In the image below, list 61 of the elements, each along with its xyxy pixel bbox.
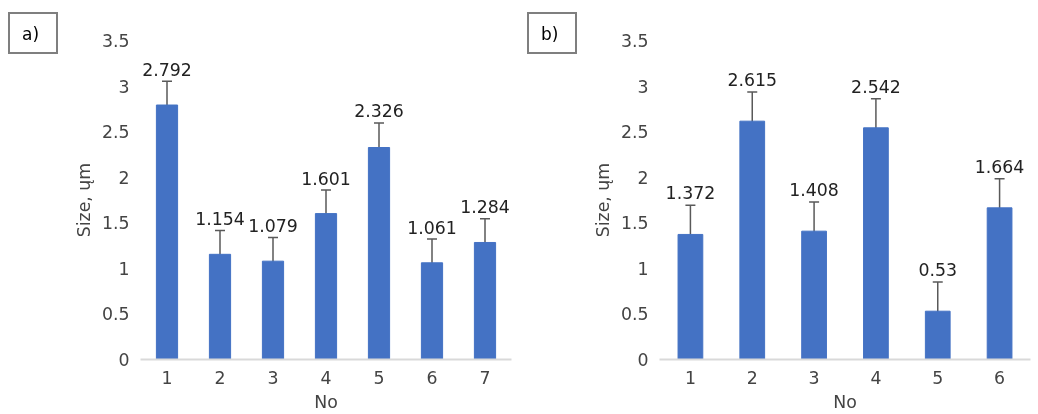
bar xyxy=(677,233,704,360)
x-axis-title: No xyxy=(833,391,857,412)
data-label: 2.615 xyxy=(727,69,778,90)
data-label: 0.53 xyxy=(918,259,958,280)
x-tick-label: 2 xyxy=(214,367,226,388)
data-label: 1.664 xyxy=(974,156,1025,177)
y-tick-label: 3 xyxy=(637,76,649,97)
y-tick-label: 0 xyxy=(118,350,130,370)
bar xyxy=(986,207,1013,360)
bar xyxy=(739,120,766,360)
x-tick-label: 7 xyxy=(479,367,491,388)
y-tick-label: 3 xyxy=(118,76,130,97)
text: b) xyxy=(541,23,559,46)
y-tick-label: 1.5 xyxy=(620,213,649,234)
bar xyxy=(473,241,497,360)
y-tick-label: 2 xyxy=(118,167,130,188)
data-label: 1.601 xyxy=(301,168,351,189)
y-tick-label: 0.5 xyxy=(101,304,130,325)
x-tick-label: 3 xyxy=(267,367,279,388)
x-tick-label: 1 xyxy=(684,367,696,388)
y-tick-label: 2 xyxy=(637,167,649,188)
text: a) xyxy=(22,23,40,46)
data-label: 1.061 xyxy=(407,217,457,238)
bar xyxy=(863,127,889,360)
x-tick-label: 3 xyxy=(808,367,820,388)
y-axis-title: Size, ųm xyxy=(592,162,613,238)
bar xyxy=(261,260,285,360)
bar xyxy=(801,230,827,360)
bar xyxy=(314,213,338,360)
data-label: 1.408 xyxy=(789,179,839,200)
y-tick-label: 2.5 xyxy=(620,122,649,143)
data-label: 1.372 xyxy=(665,183,716,204)
x-tick-label: 5 xyxy=(932,367,944,388)
x-tick-label: 5 xyxy=(373,367,385,388)
x-tick-label: 2 xyxy=(746,367,758,388)
x-tick-label: 1 xyxy=(161,367,173,388)
y-tick-label: 2.5 xyxy=(101,122,130,143)
bar xyxy=(420,262,444,360)
bar xyxy=(367,147,391,360)
x-tick-label: 6 xyxy=(994,367,1006,388)
data-label: 2.792 xyxy=(142,59,192,80)
data-label: 1.154 xyxy=(195,209,245,230)
x-tick-label: 6 xyxy=(426,367,438,388)
y-tick-label: 0.5 xyxy=(620,304,649,325)
y-tick-label: 1.5 xyxy=(101,213,130,234)
y-tick-label: 1 xyxy=(637,258,649,279)
y-tick-label: 0 xyxy=(637,350,649,370)
x-axis-title: No xyxy=(314,391,338,412)
bar xyxy=(208,253,232,360)
x-tick-label: 4 xyxy=(320,367,332,388)
y-axis-title: Size, ųm xyxy=(73,162,94,238)
y-tick-label: 1 xyxy=(118,258,130,279)
bar xyxy=(924,310,951,360)
data-label: 1.284 xyxy=(460,197,510,218)
y-tick-label: 3.5 xyxy=(620,31,649,51)
x-tick-label: 4 xyxy=(870,367,882,388)
data-label: 1.079 xyxy=(248,216,298,237)
data-label: 2.542 xyxy=(851,76,901,97)
data-label: 2.326 xyxy=(354,101,404,122)
bar xyxy=(155,104,179,360)
y-tick-label: 3.5 xyxy=(101,31,130,51)
